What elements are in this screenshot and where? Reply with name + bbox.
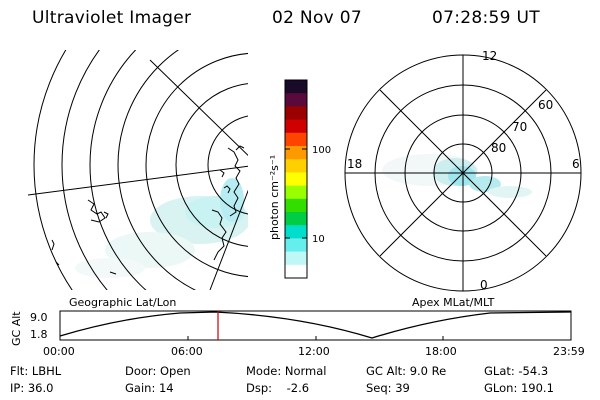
mlt-label-0: 0 <box>480 278 488 292</box>
timeline-ticks <box>187 336 444 340</box>
geo-coastlines <box>51 145 245 275</box>
info-glon: GLon: 190.1 <box>484 381 554 395</box>
x-tick-2359: 23:59 <box>553 345 585 358</box>
colorbar: 100 10 photon cm⁻²s⁻¹ <box>268 79 331 279</box>
image-title: Ultraviolet Imager <box>32 8 192 28</box>
x-tick-1800: 18:00 <box>425 345 457 358</box>
info-ip: IP: 36.0 <box>10 381 54 395</box>
altitude-curve <box>59 311 572 339</box>
colorbar-strip <box>285 251 307 266</box>
time-label: 07:28:59 UT <box>432 8 540 28</box>
y-tick-9: 9.0 <box>30 311 48 324</box>
timeline-ylabel: GC Alt <box>10 311 23 346</box>
info-gain: Gain: 14 <box>125 381 174 395</box>
colorbar-strip <box>285 212 307 226</box>
info-seq: Seq: 39 <box>366 381 410 395</box>
geo-aurora <box>75 178 248 278</box>
colorbar-strips <box>285 80 307 279</box>
x-tick-1200: 12:00 <box>298 345 330 358</box>
x-tick-0600: 06:00 <box>171 345 203 358</box>
mlt-label-12: 12 <box>482 49 497 63</box>
polar-aurora <box>382 154 532 198</box>
colorbar-tick-100: 100 <box>312 145 331 156</box>
colorbar-strip <box>285 93 307 107</box>
info-door: Door: Open <box>125 364 191 378</box>
right-panel-label: Apex MLat/MLT <box>412 296 495 309</box>
colorbar-strip <box>285 159 307 173</box>
colorbar-strip <box>285 185 307 200</box>
polar-plot: 12 18 6 0 60 70 80 <box>344 49 582 292</box>
timeline-frame <box>59 310 572 341</box>
colorbar-strip <box>285 238 307 253</box>
mlat-label-60: 60 <box>538 98 553 112</box>
y-tick-1-8: 1.8 <box>30 328 48 341</box>
colorbar-strip <box>285 146 307 160</box>
info-filter: Flt: LBHL <box>10 364 62 378</box>
colorbar-strip <box>285 172 307 187</box>
colorbar-unit-label: photon cm⁻²s⁻¹ <box>268 155 281 240</box>
geo-lon-lines <box>28 59 248 290</box>
colorbar-strip <box>285 119 307 134</box>
info-glat: GLat: -54.3 <box>484 364 549 378</box>
colorbar-strip <box>285 264 307 279</box>
geo-lat-circles <box>33 50 248 290</box>
colorbar-strip <box>285 132 307 147</box>
mlat-label-70: 70 <box>512 120 527 134</box>
polar-grid <box>344 54 582 292</box>
mlat-label-80: 80 <box>491 141 506 155</box>
colorbar-strip <box>285 106 307 121</box>
x-tick-0000: 00:00 <box>43 345 75 358</box>
mlt-label-18: 18 <box>347 157 362 171</box>
geographic-map <box>28 50 248 290</box>
left-panel-label: Geographic Lat/Lon <box>69 296 177 309</box>
info-dsp: Dsp: -2.6 <box>246 381 310 395</box>
mlt-label-6: 6 <box>572 157 580 171</box>
info-mode: Mode: Normal <box>246 364 327 378</box>
date-label: 02 Nov 07 <box>272 8 362 28</box>
info-gc-alt: GC Alt: 9.0 Re <box>366 364 447 378</box>
colorbar-strip <box>285 225 307 239</box>
colorbar-strip <box>285 80 307 94</box>
colorbar-strip <box>285 198 307 213</box>
altitude-timeline: GC Alt <box>10 310 572 346</box>
colorbar-tick-10: 10 <box>312 234 325 245</box>
